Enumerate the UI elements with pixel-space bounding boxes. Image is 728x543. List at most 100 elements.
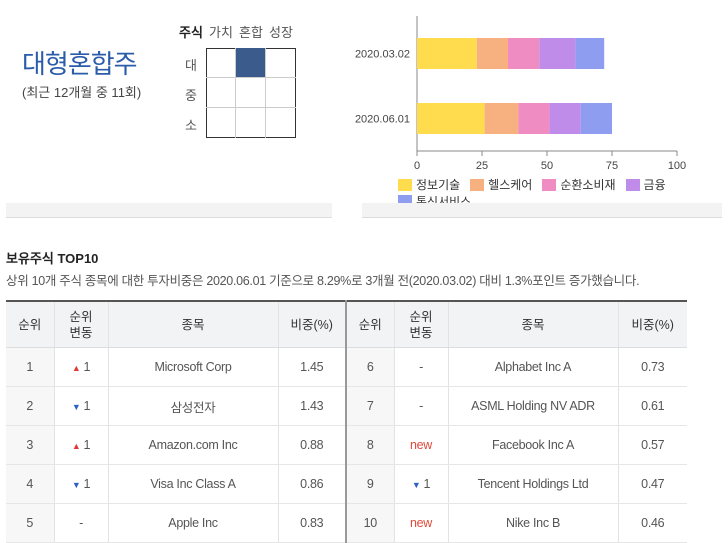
rank-change-value: 1 — [83, 399, 91, 413]
holding-weight: 0.73 — [618, 347, 687, 387]
rank-change-value: 1 — [83, 477, 91, 491]
bar-segment — [575, 38, 605, 69]
bar-segment — [476, 38, 508, 69]
legend-swatch — [398, 178, 412, 191]
header-change: 순위 변동 — [54, 300, 109, 348]
legend-item: 정보기술 — [398, 177, 460, 192]
x-tick-label: 100 — [668, 160, 686, 172]
holding-rank-change: ▼ 1 — [54, 386, 109, 426]
table-header-row: 순위 순위 변동 종목 비중(%) 순위 순위 변동 종목 비중(%) — [6, 300, 687, 348]
holding-weight: 1.45 — [278, 347, 347, 387]
bar-segment — [580, 103, 612, 134]
holdings-description: 상위 10개 주식 종목에 대한 투자비중은 2020.06.01 기준으로 8… — [6, 274, 640, 288]
legend-item: 헬스케어 — [470, 177, 532, 192]
holding-rank-change: ▲ 1 — [54, 425, 109, 465]
header-name: 종목 — [448, 300, 619, 348]
section-divider — [362, 203, 722, 218]
style-row-head-large: 대 — [185, 58, 197, 73]
holding-rank: 1 — [6, 347, 55, 387]
header-name: 종목 — [108, 300, 279, 348]
holding-rank: 3 — [6, 425, 55, 465]
holding-name: Amazon.com Inc — [108, 425, 279, 465]
arrow-up-icon: ▲ — [71, 441, 81, 451]
holding-name: Apple Inc — [108, 503, 279, 543]
style-col-head-value: 가치 — [209, 25, 233, 40]
style-cell — [236, 78, 266, 108]
style-box: 주식 가치 혼합 성장 대 중 소 — [176, 20, 306, 140]
style-grid — [206, 48, 296, 138]
holding-name: Alphabet Inc A — [448, 347, 619, 387]
legend-label: 금융 — [643, 178, 666, 192]
holding-rank: 4 — [6, 464, 55, 504]
style-cell — [266, 78, 296, 108]
style-row-head-mid: 중 — [185, 88, 197, 103]
holdings-table: 순위 순위 변동 종목 비중(%) 순위 순위 변동 종목 비중(%) 1 ▲ 1 Mic… — [6, 300, 687, 543]
holding-rank-change: new — [394, 425, 449, 465]
y-category-label: 2020.03.02 — [355, 49, 410, 61]
rank-change-value: new — [409, 516, 433, 530]
holding-name: Microsoft Corp — [108, 347, 279, 387]
table-row: 4 ▼ 1 Visa Inc Class A 0.86 9 ▼ 1 Tencent Holdin… — [6, 464, 687, 504]
holding-weight: 0.88 — [278, 425, 347, 465]
header-rank: 순위 — [6, 300, 55, 348]
rank-change-value: 1 — [423, 477, 431, 491]
header-rank: 순위 — [346, 300, 395, 348]
legend-swatch — [470, 178, 485, 191]
holding-rank: 5 — [6, 503, 55, 543]
holding-rank-change: ▼ 1 — [394, 464, 449, 504]
holding-rank: 10 — [346, 503, 395, 543]
table-row: 5 - Apple Inc 0.83 10 new Nike Inc B 0.46 — [6, 503, 687, 543]
legend-item: 순환소비재 — [542, 177, 616, 192]
rank-change-value: 1 — [83, 438, 91, 452]
legend-label: 정보기술 — [416, 178, 461, 192]
holding-rank-change: ▲ 1 — [54, 347, 109, 387]
arrow-up-icon: ▲ — [71, 363, 81, 373]
holding-rank-change: ▼ 1 — [54, 464, 109, 504]
header-weight: 비중(%) — [278, 300, 347, 348]
table-row: 2 ▼ 1 삼성전자 1.43 7- ASML Holding NV ADR 0.61 — [6, 386, 687, 426]
legend-label: 순환소비재 — [560, 178, 616, 192]
holding-name: Tencent Holdings Ltd — [448, 464, 619, 504]
holding-rank-change: - — [394, 386, 449, 426]
bar-segment — [508, 38, 540, 69]
holding-rank: 9 — [346, 464, 395, 504]
style-cell — [206, 48, 236, 78]
legend-swatch — [542, 178, 557, 191]
x-tick-label: 75 — [606, 160, 618, 172]
legend-label: 헬스케어 — [488, 178, 533, 192]
bar-segment — [417, 103, 485, 134]
rank-change-value: - — [419, 360, 423, 374]
style-cell — [266, 108, 296, 138]
holding-weight: 0.46 — [618, 503, 687, 543]
style-title: 대형혼합주 — [22, 49, 138, 79]
style-row-head-small: 소 — [185, 118, 197, 133]
x-tick-label: 50 — [541, 160, 553, 172]
holding-weight: 0.57 — [618, 425, 687, 465]
holding-name: ASML Holding NV ADR — [448, 386, 619, 426]
holding-weight: 0.86 — [278, 464, 347, 504]
bar-segment — [417, 38, 477, 69]
holding-weight: 0.61 — [618, 386, 687, 426]
holding-name: Facebook Inc A — [448, 425, 619, 465]
holding-rank-change: new — [394, 503, 449, 543]
bar-segment — [518, 103, 550, 134]
arrow-down-icon: ▼ — [411, 480, 421, 490]
holding-rank: 6 — [346, 347, 395, 387]
holding-name: 삼성전자 — [108, 386, 279, 426]
holding-weight: 0.83 — [278, 503, 347, 543]
holding-rank-change: - — [394, 347, 449, 387]
bar-segment — [484, 103, 519, 134]
legend-swatch — [625, 178, 640, 191]
holding-rank: 8 — [346, 425, 395, 465]
holding-weight: 0.47 — [618, 464, 687, 504]
table-row: 1 ▲ 1 Microsoft Corp 1.45 6 - Alphabet Inc A 0.7… — [6, 347, 687, 387]
legend-item: 금융 — [625, 177, 666, 192]
style-cell — [236, 108, 266, 138]
arrow-down-icon: ▼ — [71, 480, 81, 490]
style-cell — [236, 48, 266, 78]
style-col-head-growth: 성장 — [269, 25, 293, 40]
holding-rank-change: - — [54, 503, 109, 543]
x-tick-label: 0 — [414, 160, 420, 172]
style-cell — [206, 108, 236, 138]
